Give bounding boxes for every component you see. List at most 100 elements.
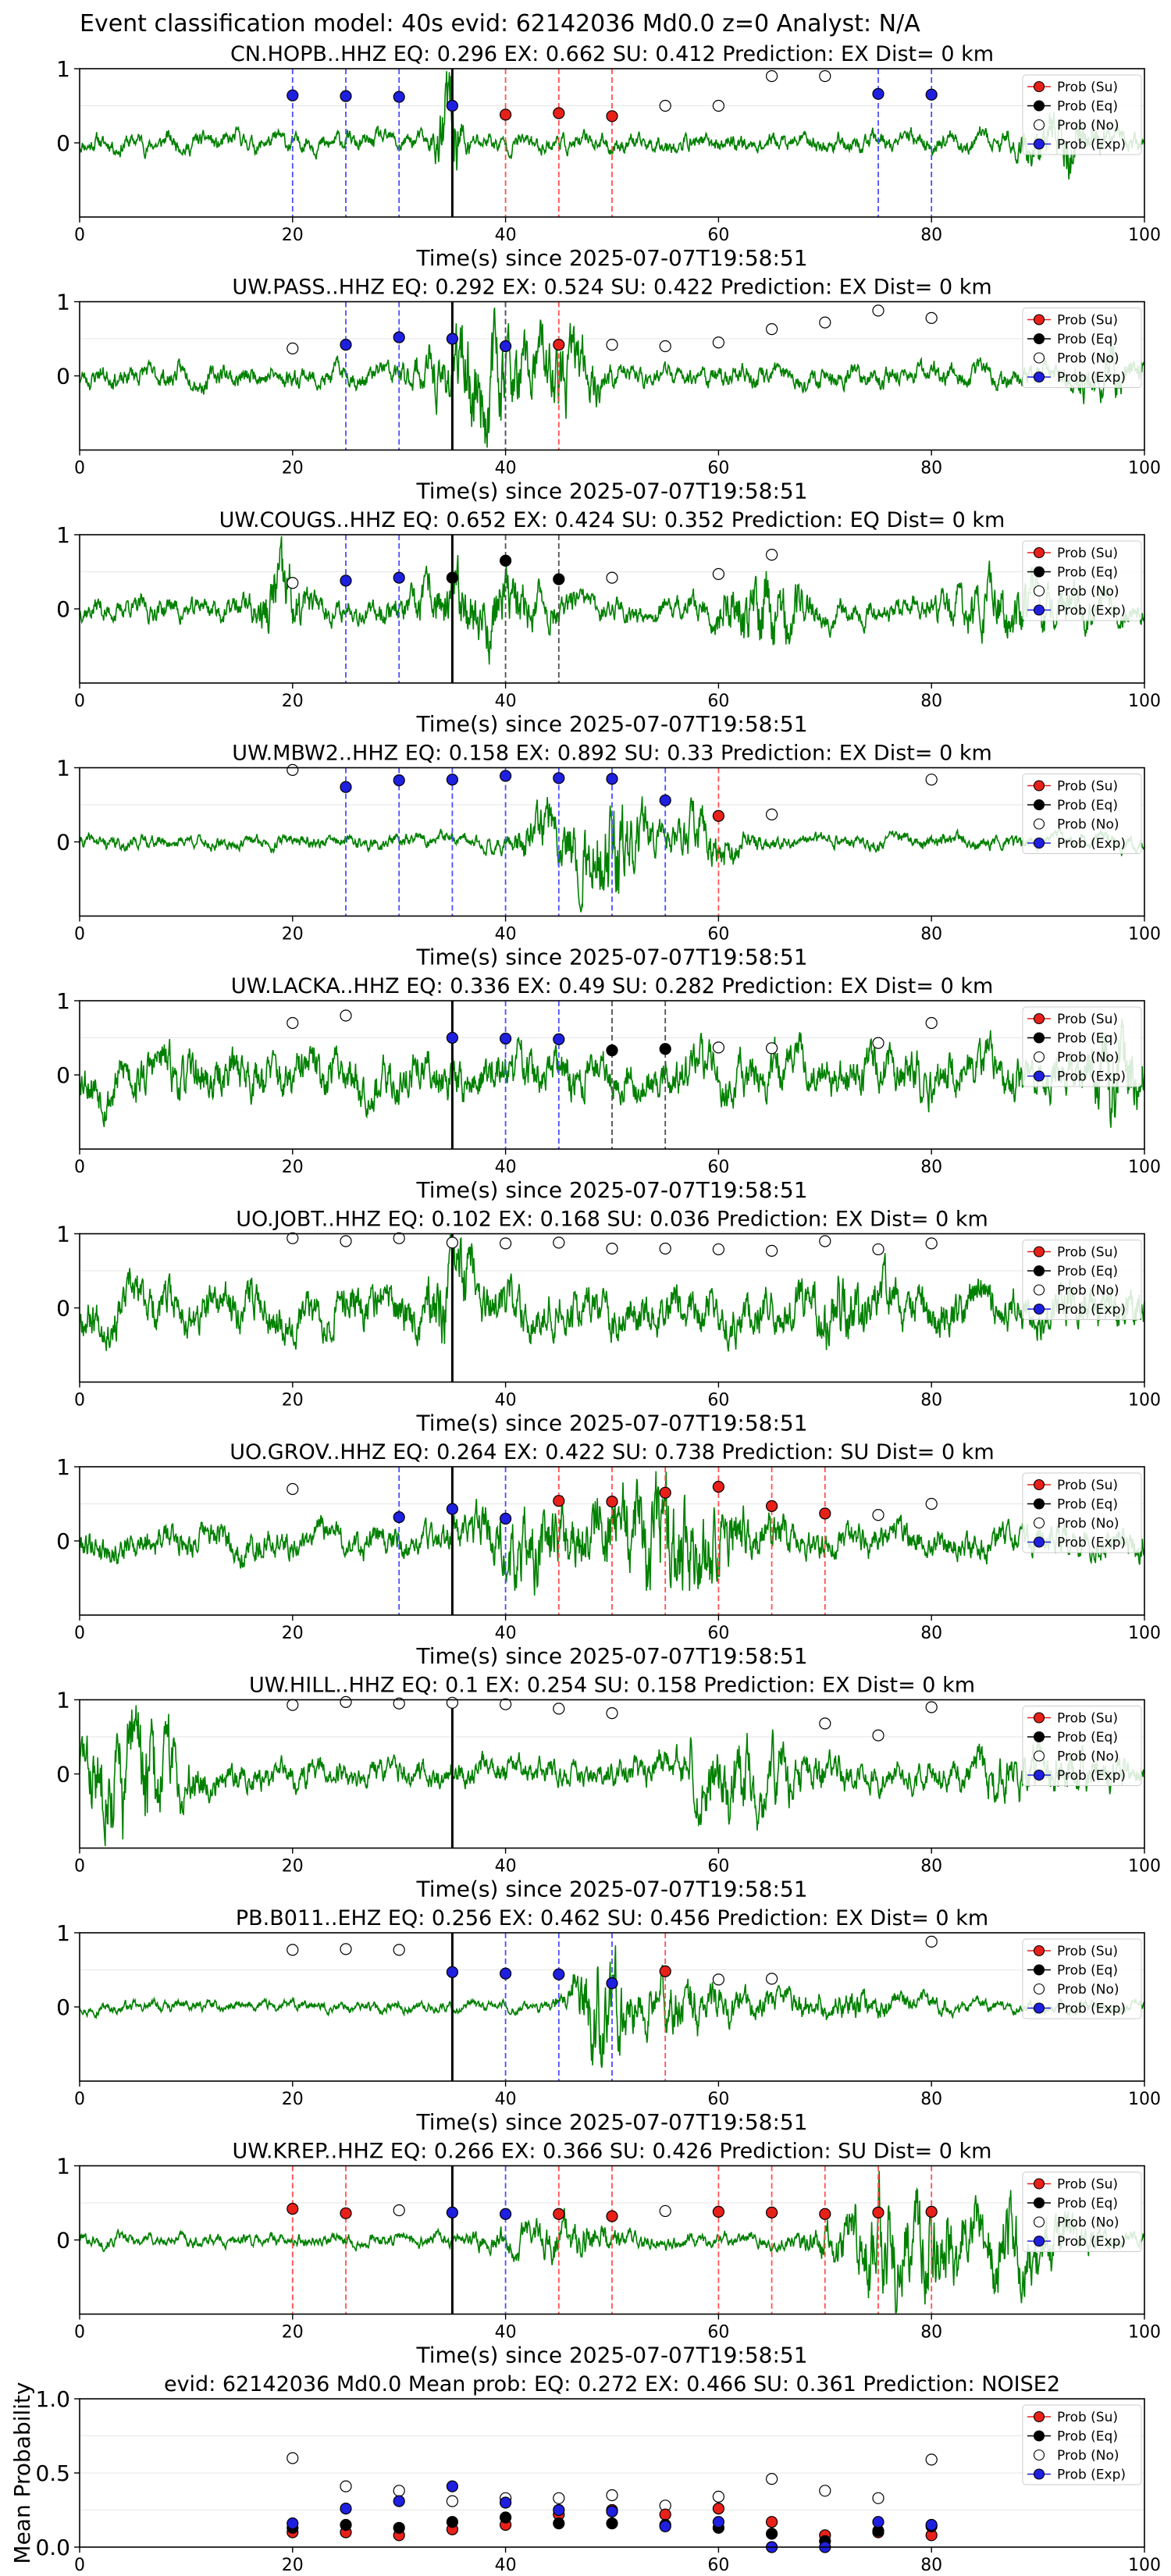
x-tick-label: 20 bbox=[282, 459, 304, 479]
marker-no bbox=[340, 1695, 352, 1708]
marker-no bbox=[659, 99, 671, 112]
y-tick-label: 1 bbox=[56, 1454, 70, 1480]
x-tick-label: 40 bbox=[495, 2323, 517, 2343]
x-tick-label: 20 bbox=[282, 226, 304, 245]
x-axis-label: Time(s) since 2025-07-07T19:58:51 bbox=[415, 1643, 807, 1669]
x-tick-label: 60 bbox=[707, 1624, 729, 1643]
y-tick-label: 1 bbox=[56, 1920, 70, 1946]
x-tick-label: 40 bbox=[495, 1158, 517, 1177]
marker-no bbox=[287, 1699, 299, 1711]
marker-eq bbox=[765, 2528, 778, 2540]
legend-box bbox=[1022, 74, 1142, 155]
marker-exp bbox=[446, 333, 459, 345]
legend-box bbox=[1022, 2404, 1142, 2485]
marker-no bbox=[712, 99, 725, 112]
legend-label-eq: Prob (Eq) bbox=[1057, 2196, 1118, 2211]
marker-no bbox=[925, 2453, 938, 2466]
marker-exp bbox=[872, 87, 884, 100]
marker-exp bbox=[553, 1033, 565, 1046]
legend-label-su: Prob (Su) bbox=[1057, 1012, 1118, 1027]
marker-su bbox=[553, 1495, 565, 1507]
marker-no bbox=[872, 1037, 884, 1049]
marker-eq bbox=[499, 554, 512, 567]
legend-marker-eq bbox=[1033, 1498, 1045, 1510]
marker-no bbox=[340, 1009, 352, 1022]
legend-label-no: Prob (No) bbox=[1057, 118, 1119, 133]
y-axis-label: Mean Probability bbox=[9, 2382, 35, 2564]
legend: Prob (Su) Prob (Eq) Prob (No) Prob (Exp) bbox=[1022, 540, 1142, 621]
panel-6: UO.JOBT..HHZ EQ: 0.102 EX: 0.168 SU: 0.0… bbox=[56, 1208, 1161, 1436]
legend-label-eq: Prob (Eq) bbox=[1057, 1031, 1118, 1047]
marker-no bbox=[925, 1701, 938, 1713]
marker-no bbox=[765, 808, 778, 820]
marker-su bbox=[340, 2207, 352, 2219]
panel-3: UW.COUGS..HHZ EQ: 0.652 EX: 0.424 SU: 0.… bbox=[56, 508, 1161, 737]
x-axis-label: Time(s) since 2025-07-07T19:58:51 bbox=[415, 2343, 807, 2368]
marker-exp bbox=[393, 571, 405, 584]
legend-marker-eq bbox=[1033, 1964, 1045, 1976]
marker-exp bbox=[499, 770, 512, 782]
x-tick-label: 20 bbox=[282, 2556, 304, 2575]
panel-title: UW.HILL..HHZ EQ: 0.1 EX: 0.254 SU: 0.158… bbox=[249, 1674, 975, 1698]
marker-exp bbox=[499, 1967, 512, 1980]
legend-marker-exp bbox=[1033, 604, 1045, 616]
x-axis-label: Time(s) since 2025-07-07T19:58:51 bbox=[415, 479, 807, 504]
marker-su bbox=[819, 1507, 831, 1520]
marker-su bbox=[553, 339, 565, 351]
marker-no bbox=[765, 323, 778, 336]
legend-label-eq: Prob (Eq) bbox=[1057, 565, 1118, 581]
legend-box bbox=[1022, 1240, 1142, 1320]
legend-label-no: Prob (No) bbox=[1057, 2448, 1119, 2464]
marker-no bbox=[872, 1509, 884, 1521]
panel-7: UO.GROV..HHZ EQ: 0.264 EX: 0.422 SU: 0.7… bbox=[56, 1440, 1161, 1669]
x-tick-label: 0 bbox=[74, 2323, 85, 2343]
marker-su bbox=[765, 1500, 778, 1512]
marker-su bbox=[819, 2208, 831, 2220]
waveform-trace bbox=[80, 1471, 1144, 1596]
marker-exp bbox=[925, 88, 938, 101]
legend-marker-exp bbox=[1033, 2468, 1045, 2480]
x-tick-label: 80 bbox=[920, 925, 942, 945]
marker-no bbox=[925, 1497, 938, 1510]
marker-no bbox=[499, 1698, 512, 1710]
marker-su bbox=[765, 2206, 778, 2218]
legend-marker-no bbox=[1033, 818, 1045, 830]
marker-no bbox=[765, 1973, 778, 1985]
marker-exp bbox=[393, 2495, 405, 2507]
legend-label-no: Prob (No) bbox=[1057, 1749, 1119, 1765]
legend-label-exp: Prob (Exp) bbox=[1057, 137, 1126, 153]
legend-label-no: Prob (No) bbox=[1057, 1050, 1119, 1066]
y-tick-label: 1 bbox=[56, 1688, 70, 1713]
x-axis-label: Time(s) since 2025-07-07T19:58:51 bbox=[415, 1877, 807, 1902]
marker-exp bbox=[499, 2208, 512, 2220]
marker-no bbox=[393, 1697, 405, 1710]
marker-exp bbox=[393, 331, 405, 343]
legend-marker-eq bbox=[1033, 566, 1045, 578]
marker-no bbox=[393, 2485, 405, 2497]
y-tick-label: 1 bbox=[56, 522, 70, 548]
legend-marker-no bbox=[1033, 1983, 1045, 1995]
marker-exp bbox=[659, 794, 671, 806]
legend-box bbox=[1022, 774, 1142, 854]
x-tick-label: 0 bbox=[74, 692, 85, 711]
marker-exp bbox=[287, 89, 299, 101]
legend-label-su: Prob (Su) bbox=[1057, 313, 1118, 329]
x-tick-label: 100 bbox=[1128, 1391, 1161, 1411]
y-tick-label: 0 bbox=[56, 1062, 70, 1088]
legend-label-su: Prob (Su) bbox=[1057, 2410, 1118, 2425]
x-tick-label: 60 bbox=[707, 2556, 729, 2575]
legend-marker-su bbox=[1033, 2178, 1045, 2190]
marker-eq bbox=[499, 2511, 512, 2524]
x-tick-label: 100 bbox=[1128, 1624, 1161, 1643]
marker-exp bbox=[340, 575, 352, 587]
panel-title: evid: 62142036 Md0.0 Mean prob: EQ: 0.27… bbox=[164, 2372, 1060, 2396]
legend-marker-exp bbox=[1033, 371, 1045, 383]
marker-exp bbox=[446, 99, 459, 112]
legend-marker-su bbox=[1033, 546, 1045, 559]
legend-label-su: Prob (Su) bbox=[1057, 1944, 1118, 1959]
marker-exp bbox=[499, 340, 512, 353]
legend-label-eq: Prob (Eq) bbox=[1057, 1264, 1118, 1279]
legend-marker-eq bbox=[1033, 1265, 1045, 1277]
marker-no bbox=[819, 2485, 831, 2497]
x-tick-label: 60 bbox=[707, 1857, 729, 1877]
